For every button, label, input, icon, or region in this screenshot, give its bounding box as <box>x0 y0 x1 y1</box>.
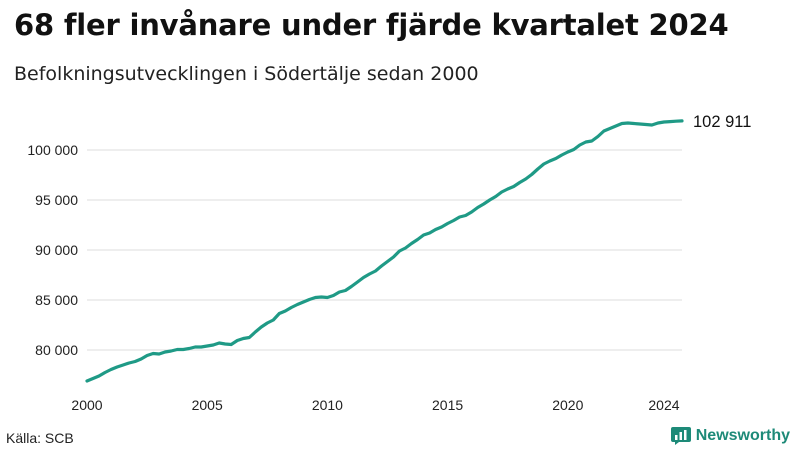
y-tick-label: 95 000 <box>35 192 78 208</box>
y-tick-label: 80 000 <box>35 342 78 358</box>
chart-subtitle: Befolkningsutvecklingen i Södertälje sed… <box>14 63 479 85</box>
end-value-label: 102 911 <box>693 113 751 131</box>
y-tick-label: 100 000 <box>27 142 78 158</box>
x-tick-label: 2015 <box>432 397 463 413</box>
x-tick-label: 2005 <box>192 397 223 413</box>
y-axis-tick-labels: 80 000 85 000 90 000 95 000 100 000 <box>27 142 78 358</box>
brand-name: Newsworthy <box>695 427 790 444</box>
y-tick-label: 90 000 <box>35 242 78 258</box>
x-tick-label: 2020 <box>552 397 583 413</box>
grid-lines <box>87 149 682 351</box>
x-tick-label: 2000 <box>71 397 102 413</box>
bar-chart-icon <box>670 427 691 445</box>
x-tick-label: 2024 <box>648 397 679 413</box>
source-note: Källa: SCB <box>6 430 74 446</box>
y-tick-label: 85 000 <box>35 292 78 308</box>
x-tick-label: 2010 <box>312 397 343 413</box>
population-series-line <box>85 119 684 383</box>
chart-title: 68 fler invånare under fjärde kvartalet … <box>14 8 729 42</box>
x-axis-tick-labels: 2000 2005 2010 2015 2020 2024 <box>71 397 679 413</box>
newsworthy-logo[interactable]: Newsworthy <box>670 427 790 445</box>
